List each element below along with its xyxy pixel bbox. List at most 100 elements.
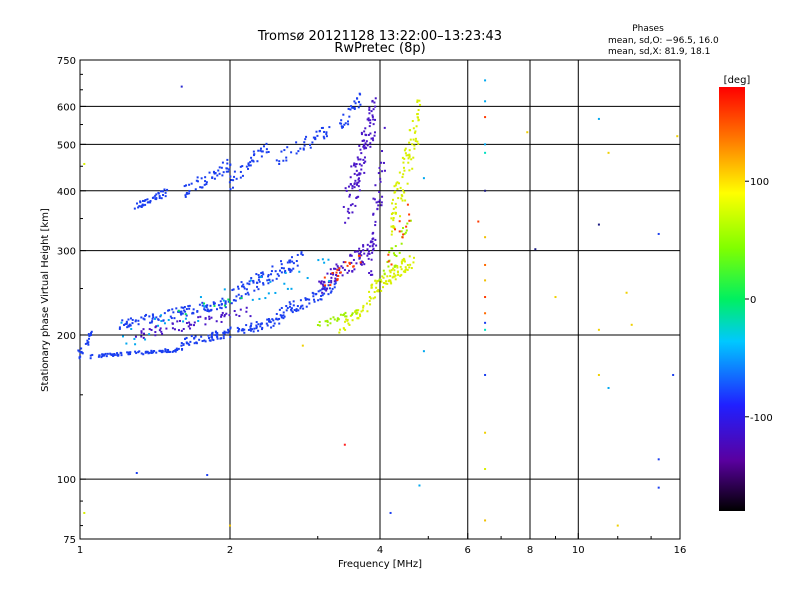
data-point (348, 261, 351, 264)
data-point (416, 113, 419, 116)
data-point (388, 279, 391, 282)
data-point (172, 311, 175, 314)
data-point (291, 311, 294, 314)
data-point (83, 511, 86, 514)
data-point (387, 253, 390, 256)
data-point (187, 325, 190, 328)
data-point (334, 282, 337, 285)
data-point (364, 133, 367, 136)
data-point (386, 260, 389, 263)
data-point (304, 297, 307, 300)
data-point (229, 327, 232, 330)
data-point (91, 353, 94, 356)
data-point (369, 273, 372, 276)
data-point (336, 317, 339, 320)
data-point (215, 308, 218, 311)
data-point (196, 176, 199, 179)
data-point (398, 251, 401, 254)
data-point (260, 274, 263, 277)
data-point (101, 353, 104, 356)
data-point (225, 331, 228, 334)
data-point (343, 123, 346, 126)
data-point (184, 310, 187, 313)
data-point (265, 148, 268, 151)
data-point (165, 351, 168, 354)
data-point (203, 308, 206, 311)
data-point (282, 267, 285, 270)
data-point (312, 298, 315, 301)
data-point (378, 190, 381, 193)
data-point (416, 100, 419, 103)
data-point (113, 352, 116, 355)
data-point (101, 354, 104, 357)
data-point (297, 150, 300, 153)
data-point (247, 167, 250, 170)
data-point (408, 141, 411, 144)
data-point (227, 300, 230, 303)
data-point (275, 312, 278, 315)
data-point (163, 312, 166, 315)
data-point (394, 184, 397, 187)
data-point (260, 328, 263, 331)
data-point (396, 266, 399, 269)
data-point (362, 158, 365, 161)
data-point (244, 293, 247, 296)
data-point (290, 151, 293, 154)
data-point (255, 324, 258, 327)
data-point (354, 310, 357, 313)
data-point (338, 331, 341, 334)
data-point (298, 270, 301, 273)
data-point (358, 254, 361, 257)
data-point (124, 323, 127, 326)
data-point (354, 165, 357, 168)
data-point (376, 290, 379, 293)
y-tick-label: 400 (57, 187, 76, 198)
data-point (362, 304, 365, 307)
data-point (177, 347, 180, 350)
data-point (216, 337, 219, 340)
data-point (285, 309, 288, 312)
data-point (368, 299, 371, 302)
data-point (306, 276, 309, 279)
data-point (616, 524, 619, 527)
colorbar: [deg] 100 0 -100 (719, 75, 773, 511)
y-tick-label: 75 (63, 535, 76, 546)
data-point (408, 213, 411, 216)
data-point (104, 352, 107, 355)
data-point (192, 308, 195, 311)
data-point (227, 298, 230, 301)
data-point (260, 155, 263, 158)
data-point (353, 172, 356, 175)
data-point (274, 291, 277, 294)
data-point (199, 315, 202, 318)
data-point (134, 320, 137, 323)
data-point (417, 119, 420, 122)
data-point (226, 158, 229, 161)
data-point (355, 163, 358, 166)
data-point (358, 252, 361, 255)
data-point (83, 162, 86, 165)
data-point (255, 273, 258, 276)
data-point (240, 281, 243, 284)
data-point (211, 336, 214, 339)
data-point (364, 127, 367, 130)
stats-line-x: mean, sd,X: 81.9, 18.1 (608, 47, 710, 57)
data-point (526, 131, 529, 134)
data-point (253, 153, 256, 156)
data-point (188, 304, 191, 307)
data-point (347, 207, 350, 210)
data-point (333, 318, 336, 321)
data-point (164, 348, 167, 351)
data-point (239, 170, 242, 173)
data-point (286, 287, 289, 290)
data-point (154, 334, 157, 337)
data-point (394, 206, 397, 209)
data-point (151, 196, 154, 199)
data-point (396, 264, 399, 267)
data-point (360, 164, 363, 167)
data-point (329, 322, 332, 325)
data-point (293, 309, 296, 312)
data-point (285, 305, 288, 308)
data-point (374, 279, 377, 282)
data-point (195, 179, 198, 182)
